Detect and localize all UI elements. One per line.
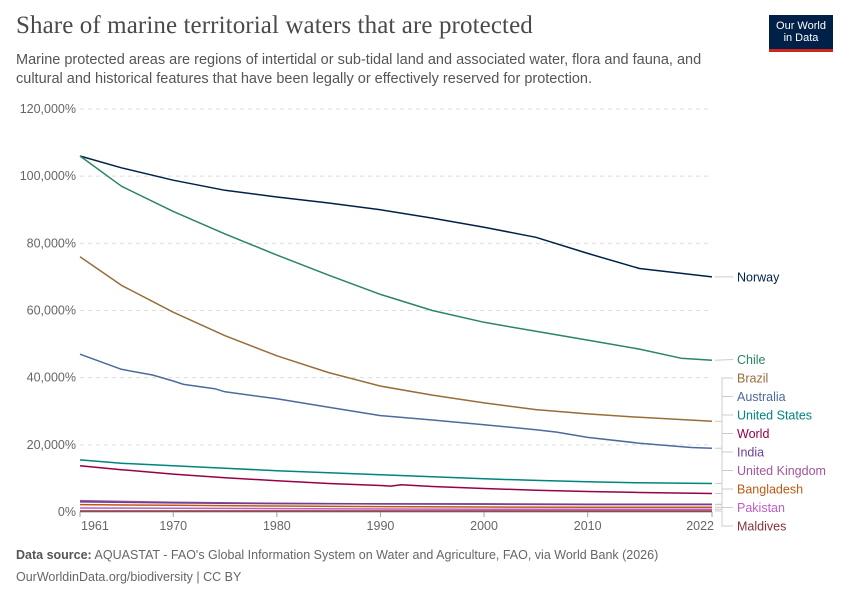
label-connector-pakistan [715, 507, 733, 510]
label-connector-world [715, 433, 733, 494]
series-label-brazil: Brazil [737, 372, 768, 386]
series-label-chile: Chile [737, 353, 766, 367]
logo-line-2: in Data [783, 32, 819, 44]
owid-logo[interactable]: Our World in Data [769, 15, 833, 52]
footer-separator: | [192, 570, 204, 584]
series-line-pakistan [79, 507, 712, 511]
series-line-india [79, 501, 712, 506]
site-link[interactable]: OurWorldinData.org/biodiversity [16, 570, 193, 584]
source-label: Data source: [16, 548, 92, 562]
y-tick-label: 0% [58, 505, 76, 519]
y-tick-label: 80,000% [27, 236, 76, 250]
series-label-united-kingdom: United Kingdom [737, 464, 826, 478]
label-connector-maldives [715, 510, 733, 527]
y-tick-label: 100,000% [20, 169, 76, 183]
series-label-india: India [737, 446, 764, 460]
x-tick-label: 1980 [263, 519, 291, 533]
series-line-world [79, 464, 713, 495]
series-label-australia: Australia [737, 390, 786, 404]
label-connector-india [715, 451, 733, 505]
y-tick-label: 20,000% [27, 438, 76, 452]
x-tick-label: 2022 [686, 519, 714, 533]
logo-line-1: Our World [776, 20, 826, 32]
x-tick-label: 1990 [367, 519, 395, 533]
y-tick-label: 60,000% [27, 304, 76, 318]
series-label-united-states: United States [737, 409, 812, 423]
x-tick-label: 1961 [81, 519, 109, 533]
series-label-pakistan: Pakistan [737, 501, 785, 515]
label-connector-bangladesh [715, 488, 733, 508]
x-tick-label: 2000 [470, 519, 498, 533]
y-tick-label: 120,000% [20, 102, 76, 116]
label-connector-united-states [715, 414, 733, 484]
series-line-australia [79, 353, 713, 449]
x-tick-label: 1970 [159, 519, 187, 533]
y-tick-label: 40,000% [27, 371, 76, 385]
series-line-bangladesh [79, 503, 712, 509]
series-label-bangladesh: Bangladesh [737, 483, 803, 497]
label-connector-chile [714, 359, 734, 361]
series-label-norway: Norway [737, 270, 780, 284]
label-connector-united-kingdom [715, 470, 733, 506]
series-line-chile [79, 155, 713, 361]
series-line-norway [79, 155, 713, 278]
series-label-maldives: Maldives [737, 520, 786, 534]
series-line-brazil [79, 256, 713, 423]
label-connector-australia [715, 396, 733, 449]
chart-subtitle: Marine protected areas are regions of in… [16, 52, 702, 87]
footer-source: Data source: AQUASTAT - FAO's Global Inf… [16, 548, 658, 562]
series-label-world: World [737, 427, 769, 441]
line-chart: 0% 20,000% 40,000% 60,000% 80,000% 100,000% 12… [20, 102, 826, 534]
license-link[interactable]: CC BY [203, 570, 242, 584]
source-text: AQUASTAT - FAO's Global Information Syst… [94, 548, 659, 562]
footer-license: OurWorldinData.org/biodiversity | CC BY [16, 570, 241, 584]
chart-title: Share of marine territorial waters that … [16, 12, 533, 39]
series-line-united-states [79, 459, 713, 485]
x-tick-label: 2010 [574, 519, 602, 533]
